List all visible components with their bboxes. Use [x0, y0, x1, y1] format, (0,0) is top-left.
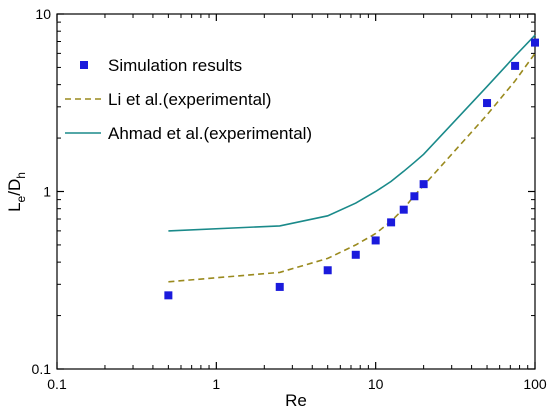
- legend: Simulation results Li et al.(experimental…: [65, 56, 312, 143]
- series-layer: [164, 34, 539, 300]
- data-point-square: [483, 99, 492, 108]
- x-tick-label: 1: [212, 376, 220, 392]
- x-tick-label: 100: [523, 376, 547, 392]
- x-axis-title: Re: [285, 391, 307, 410]
- series-line-ahmad: [168, 34, 536, 232]
- axis-ticks: [56, 13, 536, 370]
- legend-marker-square: [80, 61, 88, 69]
- legend-label: Simulation results: [108, 56, 242, 75]
- data-point-square: [531, 38, 539, 47]
- data-point-square: [410, 192, 419, 201]
- x-tick-label: 0.1: [47, 376, 67, 392]
- y-axis-title: Le/Dh: [5, 172, 28, 212]
- axis-tick-labels: 0.1 1 10 100 0.1 1 10: [32, 6, 547, 392]
- data-point-square: [387, 218, 396, 227]
- series-line-li: [168, 52, 536, 283]
- data-point-square: [323, 266, 332, 275]
- y-tick-label: 0.1: [32, 361, 52, 377]
- y-axis-title-sub1: e: [14, 195, 28, 202]
- y-axis-title-mid: /D: [5, 179, 24, 196]
- data-point-square: [511, 61, 520, 70]
- data-point-square: [351, 250, 360, 259]
- y-tick-label: 1: [43, 184, 51, 200]
- data-point-square: [371, 236, 380, 245]
- y-axis-title-main: L: [5, 202, 24, 211]
- y-tick-label: 10: [35, 6, 51, 22]
- legend-label: Ahmad et al.(experimental): [108, 124, 312, 143]
- data-point-square: [419, 180, 428, 189]
- legend-label: Li et al.(experimental): [108, 90, 271, 109]
- y-axis-title-sub2: h: [14, 172, 28, 179]
- data-point-square: [164, 291, 173, 300]
- data-point-square: [275, 282, 284, 291]
- x-tick-label: 10: [368, 376, 384, 392]
- data-point-square: [399, 205, 408, 214]
